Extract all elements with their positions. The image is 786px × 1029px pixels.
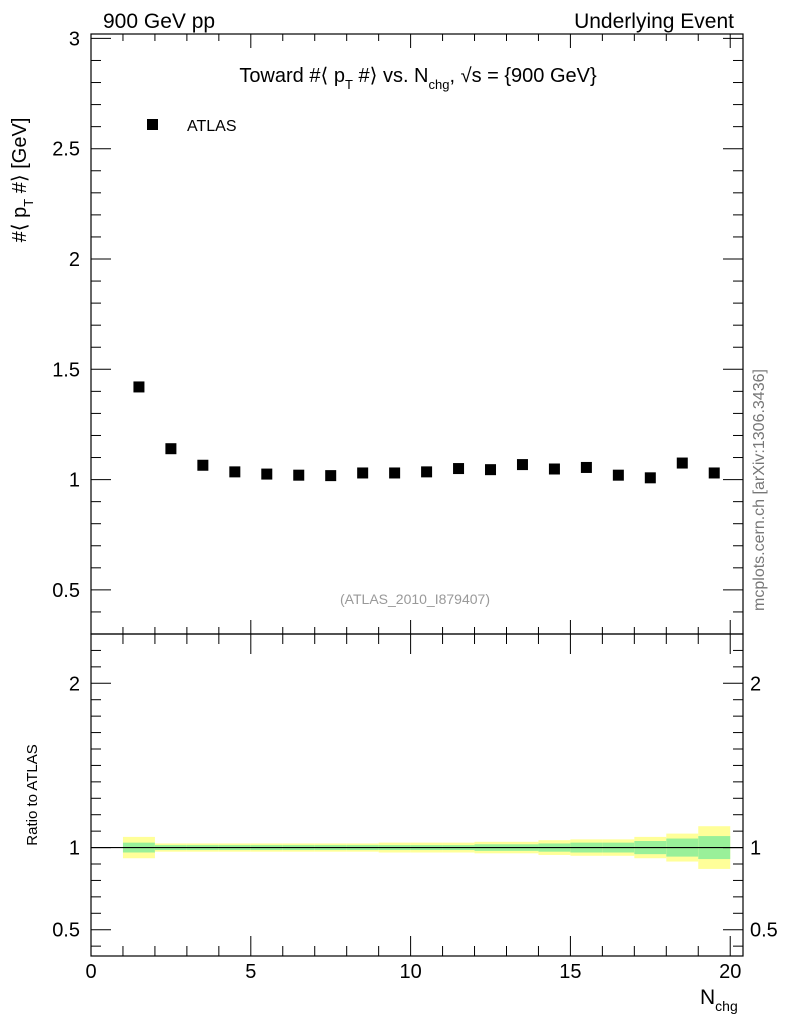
data-point <box>516 459 528 471</box>
data-point <box>165 443 177 455</box>
upper-axis-ticks <box>90 34 743 635</box>
x-tick-label: 20 <box>719 961 741 983</box>
data-point <box>708 467 720 479</box>
data-point <box>676 457 688 469</box>
ratio-y-tick-label-right: 2 <box>750 673 761 695</box>
data-point <box>293 469 305 481</box>
upper-panel: Toward #⟨ pT #⟩ vs. Nchg, √s = {900 GeV}… <box>9 28 744 635</box>
lower-panel: 0.5 0.51 12 20 5 10 15 20 Ratio to ATLAS Nchg <box>24 633 778 1014</box>
data-point <box>548 463 560 475</box>
data-point <box>421 466 433 478</box>
lower-axis-ticks <box>90 634 743 956</box>
x-tick-label: 0 <box>85 961 96 983</box>
x-tick-label: 15 <box>559 961 581 983</box>
data-point <box>133 381 145 393</box>
data-point <box>197 459 209 471</box>
svg-text:#⟨ pT #⟩ [GeV]: #⟨ pT #⟩ [GeV] <box>9 118 36 243</box>
y-tick-label: 3 <box>69 28 80 50</box>
data-point <box>229 466 241 478</box>
ratio-axis-label: Ratio to ATLAS <box>24 744 41 845</box>
lower-tick-labels: 0.5 0.51 12 20 5 10 15 20 <box>52 673 778 983</box>
x-tick-label: 5 <box>245 961 256 983</box>
upper-tick-labels: 0.5 1 1.5 2 2.5 3 <box>52 28 80 601</box>
y-tick-label: 1.5 <box>52 359 80 381</box>
y-tick-label: 2 <box>69 249 80 271</box>
data-point <box>453 463 465 475</box>
data-point <box>644 472 656 484</box>
ratio-y-tick-label: 1 <box>69 838 80 860</box>
data-point <box>261 468 273 480</box>
data-point <box>612 469 624 481</box>
legend-label-atlas: ATLAS <box>187 118 237 135</box>
data-point <box>357 467 369 479</box>
data-point <box>325 470 337 482</box>
y-tick-label: 0.5 <box>52 580 80 602</box>
y-tick-label: 2.5 <box>52 139 80 161</box>
header-right: Underlying Event <box>574 10 734 33</box>
y-axis-label: #⟨ pT #⟩ [GeV] <box>9 118 36 243</box>
data-point <box>389 467 401 479</box>
side-credit-label: mcplots.cern.ch [arXiv:1306.3436] <box>751 369 768 611</box>
chart-title: Toward #⟨ pT #⟩ vs. Nchg, √s = {900 GeV} <box>239 65 597 92</box>
data-points <box>133 381 720 484</box>
x-tick-label: 10 <box>399 961 421 983</box>
ratio-y-tick-label-right: 1 <box>750 838 761 860</box>
data-point <box>580 461 592 473</box>
ratio-y-tick-label-right: 0.5 <box>750 920 778 942</box>
data-point <box>485 464 497 476</box>
svg-text:Ratio to ATLAS: Ratio to ATLAS <box>24 744 41 845</box>
header-left: 900 GeV pp <box>103 10 215 33</box>
x-axis-label: Nchg <box>700 986 738 1014</box>
lower-frame <box>90 633 744 957</box>
ratio-y-tick-label: 0.5 <box>52 920 80 942</box>
legend-marker-atlas <box>147 119 158 130</box>
watermark-analysis-id: (ATLAS_2010_I879407) <box>340 591 490 607</box>
y-tick-label: 1 <box>69 470 80 492</box>
ratio-y-tick-label: 2 <box>69 673 80 695</box>
